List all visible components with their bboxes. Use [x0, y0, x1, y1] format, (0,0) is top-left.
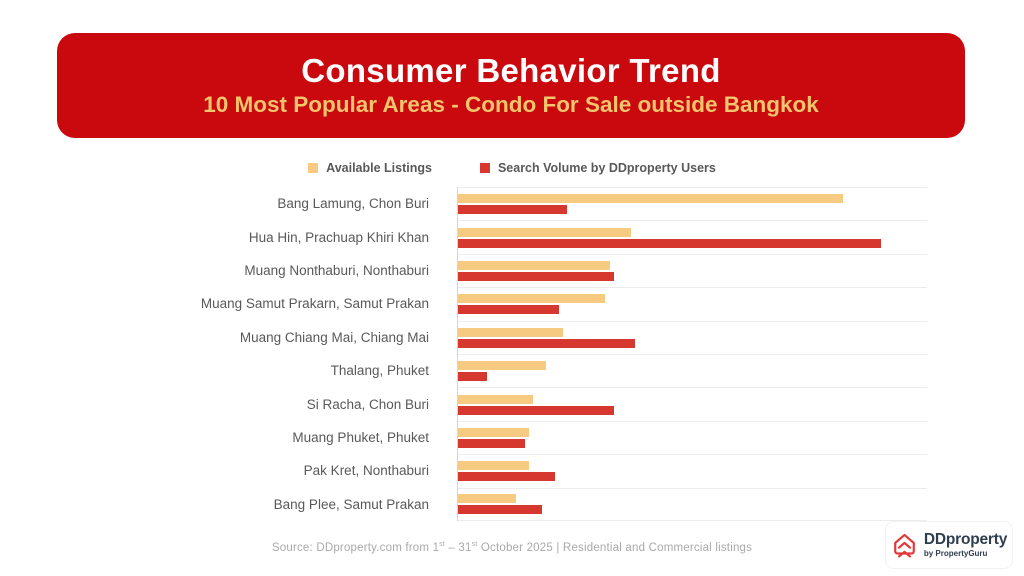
source-text: – 31	[445, 541, 472, 554]
bar-available-listings	[457, 494, 517, 504]
category-axis-line	[457, 187, 458, 521]
legend-swatch-red-icon	[479, 163, 490, 173]
source-text: October 2025 | Residential and Commercia…	[477, 541, 753, 554]
bar-group	[457, 187, 927, 220]
bar-available-listings	[457, 227, 631, 237]
ddproperty-logo: DDproperty by PropertyGuru	[886, 522, 1012, 568]
logo-text: DDproperty by PropertyGuru	[924, 532, 1007, 558]
bar-search-volume	[457, 505, 542, 515]
chart-row: Bang Lamung, Chon Buri	[0, 187, 1024, 220]
bar-available-listings	[457, 461, 530, 471]
category-label: Thalang, Phuket	[330, 363, 429, 379]
category-label: Pak Kret, Nonthaburi	[303, 463, 429, 479]
bar-search-volume	[457, 271, 614, 281]
bar-chart: Bang Lamung, Chon Buri Hua Hin, Prachuap…	[0, 187, 1024, 522]
chart-row: Hua Hin, Prachuap Khiri Khan	[0, 220, 1024, 253]
legend-label: Available Listings	[326, 161, 432, 175]
bar-available-listings	[457, 260, 610, 270]
source-note: Source: DDproperty.com from 1st – 31st O…	[0, 541, 1024, 554]
chart-row: Bang Plee, Samut Prakan	[0, 487, 1024, 521]
bar-search-volume	[457, 438, 525, 448]
chart-row: Si Racha, Chon Buri	[0, 387, 1024, 420]
bar-group	[457, 487, 927, 521]
bar-group	[457, 420, 927, 454]
chart-rows: Bang Lamung, Chon Buri Hua Hin, Prachuap…	[0, 187, 1024, 521]
bar-search-volume	[457, 372, 487, 382]
bar-available-listings	[457, 294, 606, 304]
category-label: Muang Nonthaburi, Nonthaburi	[244, 262, 429, 278]
bar-group	[457, 320, 927, 354]
legend-item-available-listings: Available Listings	[308, 161, 432, 175]
ddproperty-house-icon	[893, 533, 915, 558]
header-banner: Consumer Behavior Trend 10 Most Popular …	[57, 33, 965, 138]
bar-search-volume	[457, 405, 614, 415]
chart-row: Muang Chiang Mai, Chiang Mai	[0, 320, 1024, 354]
legend-item-search-volume: Search Volume by DDproperty Users	[479, 161, 716, 175]
bar-search-volume	[457, 205, 568, 215]
chart-legend: Available Listings Search Volume by DDpr…	[0, 158, 1024, 178]
bar-available-listings	[457, 427, 530, 437]
source-text: Source: DDproperty.com from 1	[271, 541, 440, 554]
category-label: Muang Phuket, Phuket	[292, 429, 429, 445]
ordinal-superscript: st	[471, 541, 478, 548]
bar-group	[457, 454, 927, 487]
bar-search-volume	[457, 305, 559, 315]
page-subtitle: 10 Most Popular Areas - Condo For Sale o…	[203, 92, 819, 118]
bar-group	[457, 220, 927, 253]
category-label: Muang Samut Prakarn, Samut Prakan	[200, 296, 429, 312]
chart-row: Muang Samut Prakarn, Samut Prakan	[0, 287, 1024, 320]
chart-row: Thalang, Phuket	[0, 353, 1024, 387]
ordinal-superscript: st	[439, 541, 446, 548]
bar-group	[457, 287, 927, 320]
bar-search-volume	[457, 472, 555, 482]
bar-search-volume	[457, 338, 636, 348]
legend-label: Search Volume by DDproperty Users	[497, 161, 716, 175]
logo-brand-name: DDproperty	[923, 531, 1008, 549]
bar-available-listings	[457, 194, 843, 204]
category-label: Si Racha, Chon Buri	[306, 396, 429, 412]
category-label: Bang Lamung, Chon Buri	[277, 196, 429, 212]
category-label: Bang Plee, Samut Prakan	[273, 496, 429, 512]
bar-available-listings	[457, 327, 563, 337]
bar-group	[457, 387, 927, 420]
bar-search-volume	[457, 238, 881, 248]
chart-row: Muang Nonthaburi, Nonthaburi	[0, 253, 1024, 287]
legend-swatch-yellow-icon	[308, 163, 319, 173]
category-label: Muang Chiang Mai, Chiang Mai	[239, 329, 429, 345]
logo-byline: by PropertyGuru	[923, 548, 988, 558]
chart-row: Pak Kret, Nonthaburi	[0, 454, 1024, 487]
bar-available-listings	[457, 394, 534, 404]
bar-available-listings	[457, 361, 547, 371]
page-title: Consumer Behavior Trend	[301, 52, 721, 90]
chart-row: Muang Phuket, Phuket	[0, 420, 1024, 454]
category-label: Hua Hin, Prachuap Khiri Khan	[248, 229, 429, 245]
bar-group	[457, 253, 927, 287]
bar-group	[457, 353, 927, 387]
